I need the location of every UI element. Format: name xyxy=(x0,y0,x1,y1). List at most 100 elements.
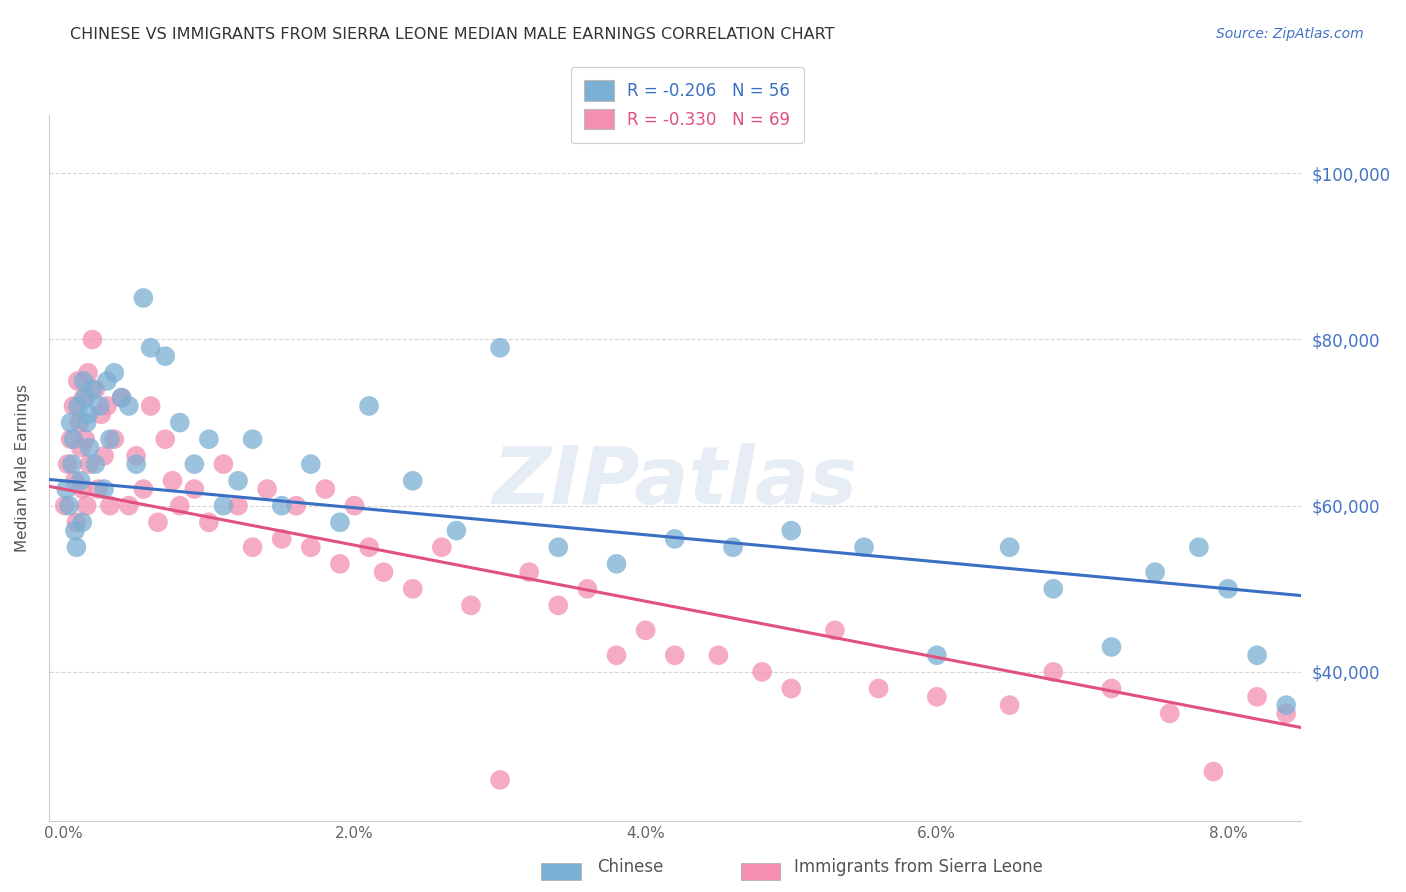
Point xyxy=(66,399,89,413)
Point xyxy=(96,374,118,388)
Point xyxy=(299,540,322,554)
Point xyxy=(77,407,100,421)
Point xyxy=(1159,706,1181,721)
Point xyxy=(1101,640,1123,654)
Point xyxy=(1144,565,1167,579)
Point xyxy=(93,449,115,463)
Text: Immigrants from Sierra Leone: Immigrants from Sierra Leone xyxy=(794,858,1043,876)
Point xyxy=(125,457,148,471)
Point xyxy=(98,432,121,446)
Point xyxy=(96,399,118,413)
Point xyxy=(1246,648,1268,663)
Point xyxy=(605,557,627,571)
Point xyxy=(118,399,141,413)
Point xyxy=(998,540,1021,554)
Point xyxy=(1188,540,1211,554)
Point xyxy=(314,482,336,496)
Point xyxy=(460,599,482,613)
Point xyxy=(73,391,96,405)
Point xyxy=(226,474,249,488)
Point xyxy=(780,524,803,538)
Point xyxy=(329,557,352,571)
Point xyxy=(55,482,77,496)
Point xyxy=(132,482,155,496)
Point xyxy=(270,532,292,546)
Point xyxy=(60,457,83,471)
Point xyxy=(357,540,380,554)
Text: Source: ZipAtlas.com: Source: ZipAtlas.com xyxy=(1216,27,1364,41)
Point xyxy=(402,474,425,488)
Point xyxy=(125,449,148,463)
Point xyxy=(430,540,453,554)
Point xyxy=(56,457,79,471)
Point xyxy=(1042,665,1064,679)
Point xyxy=(139,399,162,413)
Point xyxy=(84,382,107,396)
Point xyxy=(707,648,730,663)
Point xyxy=(162,474,184,488)
Legend: R = -0.206   N = 56, R = -0.330   N = 69: R = -0.206 N = 56, R = -0.330 N = 69 xyxy=(571,67,804,143)
Point xyxy=(357,399,380,413)
Point xyxy=(84,457,107,471)
Text: ZIPatlas: ZIPatlas xyxy=(492,443,858,522)
Point xyxy=(212,457,235,471)
Point xyxy=(1202,764,1225,779)
Point xyxy=(62,399,84,413)
Point xyxy=(75,432,97,446)
Point xyxy=(1216,582,1239,596)
Point xyxy=(721,540,744,554)
Point xyxy=(547,540,569,554)
Point xyxy=(998,698,1021,712)
Point xyxy=(183,457,205,471)
Point xyxy=(58,499,80,513)
Point xyxy=(664,532,686,546)
Point xyxy=(270,499,292,513)
Point xyxy=(132,291,155,305)
Point xyxy=(77,366,100,380)
Point xyxy=(66,374,89,388)
Point xyxy=(198,516,221,530)
Point xyxy=(82,333,104,347)
Point xyxy=(285,499,308,513)
Point xyxy=(242,432,264,446)
Point xyxy=(256,482,278,496)
Point xyxy=(146,516,169,530)
Point xyxy=(1101,681,1123,696)
Point xyxy=(664,648,686,663)
Y-axis label: Median Male Earnings: Median Male Earnings xyxy=(15,384,30,552)
Point xyxy=(79,441,101,455)
Point xyxy=(299,457,322,471)
Point xyxy=(373,565,395,579)
Point xyxy=(169,416,191,430)
Point xyxy=(1246,690,1268,704)
Point xyxy=(446,524,468,538)
Point xyxy=(824,624,846,638)
Point xyxy=(226,499,249,513)
Point xyxy=(110,391,132,405)
Point xyxy=(82,382,104,396)
Point xyxy=(1275,698,1298,712)
Point xyxy=(90,407,112,421)
Point xyxy=(76,499,98,513)
Point xyxy=(751,665,773,679)
Point xyxy=(110,391,132,405)
Point xyxy=(69,441,91,455)
Point xyxy=(212,499,235,513)
Point xyxy=(103,366,125,380)
Point xyxy=(73,374,96,388)
Point xyxy=(155,349,177,363)
Point xyxy=(53,499,76,513)
Point xyxy=(98,499,121,513)
Point xyxy=(925,690,948,704)
Point xyxy=(1275,706,1298,721)
Point xyxy=(79,457,101,471)
Point xyxy=(547,599,569,613)
Point xyxy=(868,681,890,696)
Point xyxy=(59,416,82,430)
Point xyxy=(925,648,948,663)
Text: Chinese: Chinese xyxy=(598,858,664,876)
Point xyxy=(780,681,803,696)
Point xyxy=(67,416,90,430)
Point xyxy=(605,648,627,663)
Point xyxy=(75,391,97,405)
